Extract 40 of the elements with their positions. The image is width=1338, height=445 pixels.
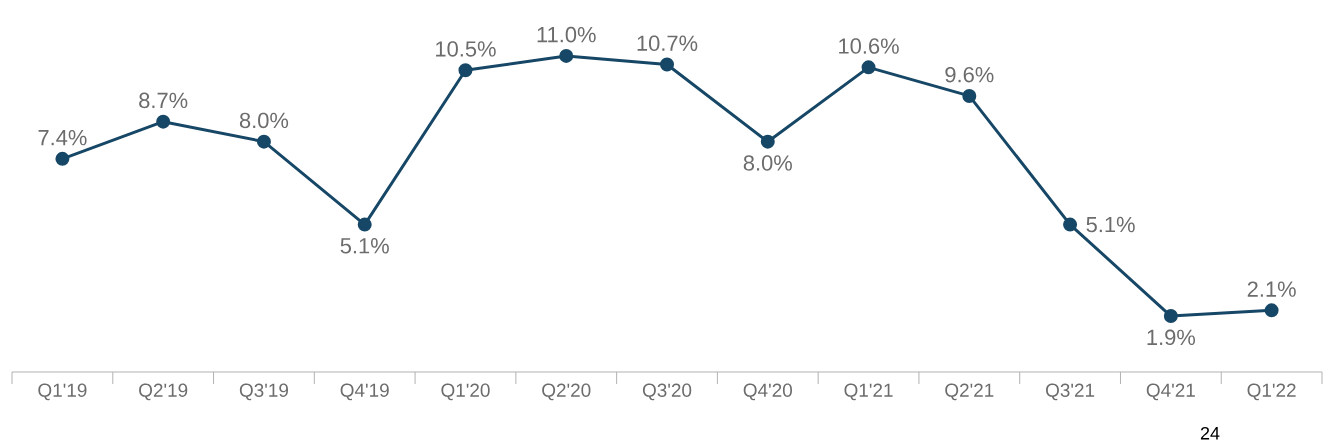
point <box>256 134 271 149</box>
data-label: 9.6% <box>945 66 994 83</box>
data-label: 10.6% <box>839 38 899 54</box>
point <box>660 57 675 72</box>
data-label: 1.9% <box>1147 329 1196 346</box>
point <box>156 114 171 129</box>
x-tick-label: Q4'21 <box>1146 383 1195 401</box>
x-tick-label: Q4'20 <box>743 383 792 401</box>
x-tick-label: Q3'21 <box>1046 383 1095 401</box>
x-tick-label: Q1'19 <box>38 383 87 401</box>
x-tick-label: Q3'20 <box>642 383 692 401</box>
data-label: 8.7% <box>139 92 188 109</box>
x-tick-label: Q1'21 <box>844 383 893 401</box>
x-tick-label: Q1'20 <box>441 383 490 401</box>
data-label: 8.0% <box>239 112 289 129</box>
point <box>1163 309 1178 324</box>
x-tick-label: Q2'20 <box>542 383 591 401</box>
point <box>962 88 977 103</box>
text: 24 <box>1200 426 1220 440</box>
point <box>861 60 876 75</box>
x-tick-label: Q4'19 <box>340 383 389 401</box>
x-tick-label: Q2'21 <box>945 383 994 401</box>
point <box>1063 217 1078 232</box>
point <box>559 48 574 63</box>
point <box>55 151 70 166</box>
x-tick-label: Q3'19 <box>239 383 288 401</box>
data-label: 10.7% <box>637 35 698 51</box>
data-label: 2.1% <box>1247 281 1296 297</box>
point <box>357 217 372 232</box>
x-tick-label: Q2'19 <box>139 383 188 401</box>
data-label: 7.4% <box>38 129 87 146</box>
point <box>760 134 775 149</box>
data-label: 11.0% <box>537 26 596 43</box>
x-tick-label: Q1'22 <box>1247 383 1296 401</box>
point <box>458 63 473 78</box>
data-label: 8.0% <box>743 155 792 171</box>
data-label: 5.1% <box>1086 216 1135 233</box>
data-label: 5.1% <box>340 238 389 254</box>
point <box>1264 303 1279 318</box>
data-label: 10.5% <box>436 41 496 57</box>
